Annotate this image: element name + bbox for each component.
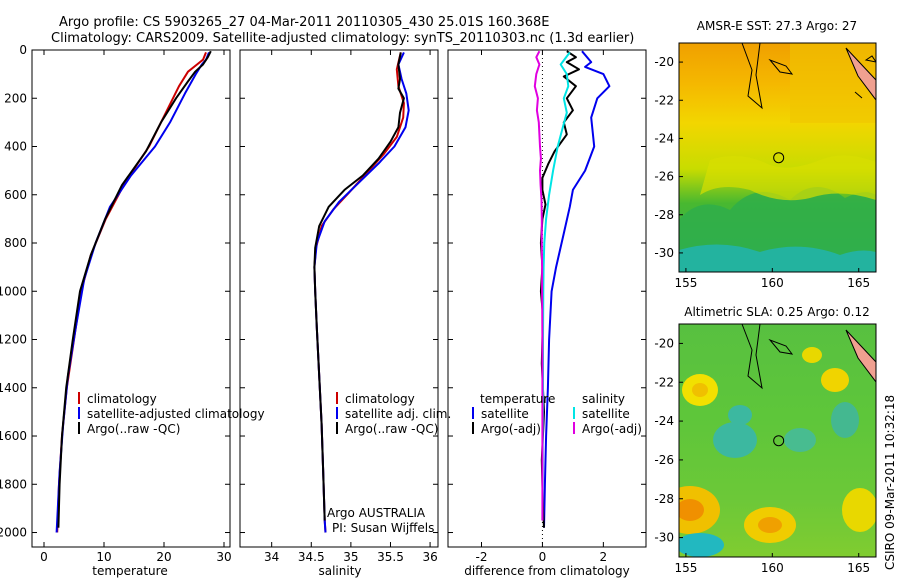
sst-map-field: [679, 43, 876, 272]
depth-tick-labels: 0 200 400 600 800 1000 1200 1400 1600 1800 2000: [0, 43, 27, 540]
salinity-xlabel: salinity: [318, 564, 361, 578]
temperature-axes-frame: [31, 49, 231, 548]
difference-axes-frame: [447, 49, 647, 548]
depth-tick-label: 1600: [0, 429, 27, 443]
temperature-panel: 0 10 20 30 temperature climatology satellit…: [31, 49, 265, 578]
x-tick-label: 0: [40, 550, 48, 564]
x-tick-label: 0: [539, 550, 547, 564]
sla-map-frame: [678, 323, 877, 558]
legend-label-sal-satellite: satellite: [582, 407, 630, 421]
x-tick-label: -2: [476, 550, 488, 564]
legend-label-climatology: climatology: [345, 392, 415, 406]
temperature-ticks: 0 10 20 30: [32, 49, 232, 564]
legend-title-salinity: salinity: [582, 392, 625, 406]
map-y-tick-label: -30: [654, 531, 674, 545]
map-y-tick-label: -30: [654, 246, 674, 260]
sla-map-ticks: 155 160 165 -20 -22 -24 -26 -28 -30: [654, 336, 870, 575]
x-tick-label: 34.5: [298, 550, 325, 564]
series-line-climatology: [313, 52, 405, 533]
depth-tick-label: 1000: [0, 284, 27, 298]
legend-label-argo: Argo(..raw -QC): [87, 422, 180, 436]
map-y-tick-label: -26: [654, 170, 674, 184]
map-y-tick-label: -20: [654, 336, 674, 350]
sst-map-frame: [678, 42, 877, 273]
sla-argo-location-marker: [773, 435, 785, 447]
sst-map-ticks: 155 160 165 -20 -22 -24 -26 -28 -30: [654, 55, 870, 290]
legend-label-satellite-adj: satellite adj. clim.: [345, 407, 451, 421]
series-line-argo-raw-qc-: [57, 50, 212, 528]
depth-tick-label: 600: [4, 188, 27, 202]
x-tick-label: 34: [264, 550, 279, 564]
sst-map-title: AMSR-E SST: 27.3 Argo: 27: [697, 19, 857, 33]
map-x-tick-label: 160: [761, 276, 784, 290]
map-y-tick-label: -28: [654, 492, 674, 506]
map-y-tick-label: -28: [654, 208, 674, 222]
map-x-tick-label: 165: [847, 561, 870, 575]
legend-label-sal-argo: Argo(-adj): [582, 422, 642, 436]
series-line-salinity-argo-adj-: [533, 50, 544, 521]
depth-tick-label: 400: [4, 140, 27, 154]
salinity-panel: 34 34.5 35 35.5 36 salinity climatology sate…: [239, 49, 451, 578]
temperature-series: [55, 50, 212, 533]
salinity-legend: climatology satellite adj. clim. Argo(..…: [336, 392, 451, 436]
x-tick-label: 20: [156, 550, 171, 564]
series-line-satellite-adj-clim-: [313, 51, 410, 533]
salinity-annotation-line1: Argo AUSTRALIA: [327, 506, 426, 520]
temperature-xlabel: temperature: [92, 564, 167, 578]
salinity-annotation-line2: PI: Susan Wijffels: [332, 521, 434, 535]
salinity-series: [313, 51, 410, 533]
legend-label-climatology: climatology: [87, 392, 157, 406]
x-tick-label: 10: [96, 550, 111, 564]
legend-title-temperature: temperature: [480, 392, 555, 406]
difference-xlabel: difference from climatology: [464, 564, 630, 578]
temperature-legend: climatology satellite-adjusted climatolo…: [78, 392, 265, 436]
series-line-argo-raw-qc-: [313, 52, 405, 521]
depth-tick-label: 2000: [0, 526, 27, 540]
map-x-tick-label: 155: [674, 276, 697, 290]
map-y-tick-label: -20: [654, 55, 674, 69]
sst-map-panel: AMSR-E SST: 27.3 Argo: 27 155 160 165 -20 -2…: [654, 19, 877, 290]
map-y-tick-label: -22: [654, 375, 674, 389]
figure-title-line1: Argo profile: CS 5903265_27 04-Mar-2011 …: [59, 15, 549, 30]
sla-map-field: [679, 324, 876, 557]
map-x-tick-label: 165: [847, 276, 870, 290]
series-line-temperature-argo-adj-: [539, 50, 580, 528]
map-y-tick-label: -26: [654, 453, 674, 467]
map-x-tick-label: 155: [674, 561, 697, 575]
difference-legend: temperature satellite Argo(-adj) salinit…: [472, 392, 642, 436]
x-tick-label: 36: [422, 550, 437, 564]
difference-panel: -2 0 2 difference from climatology tempera…: [447, 49, 647, 578]
depth-tick-label: 0: [19, 43, 27, 57]
legend-label-argo: Argo(..raw -QC): [345, 422, 438, 436]
sst-argo-location-marker: [773, 152, 785, 164]
sla-map-title: Altimetric SLA: 0.25 Argo: 0.12: [684, 305, 869, 319]
x-tick-label: 30: [216, 550, 231, 564]
depth-tick-label: 1800: [0, 477, 27, 491]
legend-label-temp-satellite: satellite: [481, 407, 529, 421]
map-y-tick-label: -24: [654, 414, 674, 428]
depth-tick-label: 200: [4, 91, 27, 105]
series-line-temperature-satellite: [543, 50, 611, 528]
salinity-axes-frame: [239, 49, 439, 548]
depth-tick-label: 1400: [0, 381, 27, 395]
figure-title-line2: Climatology: CARS2009. Satellite-adjuste…: [51, 31, 634, 46]
side-stamp: CSIRO 09-Mar-2011 10:32:18: [883, 395, 897, 570]
map-y-tick-label: -22: [654, 93, 674, 107]
legend-label-temp-argo: Argo(-adj): [481, 422, 541, 436]
salinity-ticks: 34 34.5 35 35.5 36: [240, 49, 438, 564]
legend-label-satellite-adjusted: satellite-adjusted climatology: [87, 407, 265, 421]
x-tick-label: 35: [343, 550, 358, 564]
x-tick-label: 35.5: [377, 550, 404, 564]
x-tick-label: 2: [600, 550, 608, 564]
sla-map-panel: Altimetric SLA: 0.25 Argo: 0.12 155 160 16…: [654, 305, 877, 575]
difference-series: [533, 50, 611, 528]
depth-tick-label: 800: [4, 236, 27, 250]
map-y-tick-label: -24: [654, 131, 674, 145]
map-x-tick-label: 160: [761, 561, 784, 575]
difference-ticks: -2 0 2: [448, 49, 646, 564]
depth-tick-label: 1200: [0, 333, 27, 347]
